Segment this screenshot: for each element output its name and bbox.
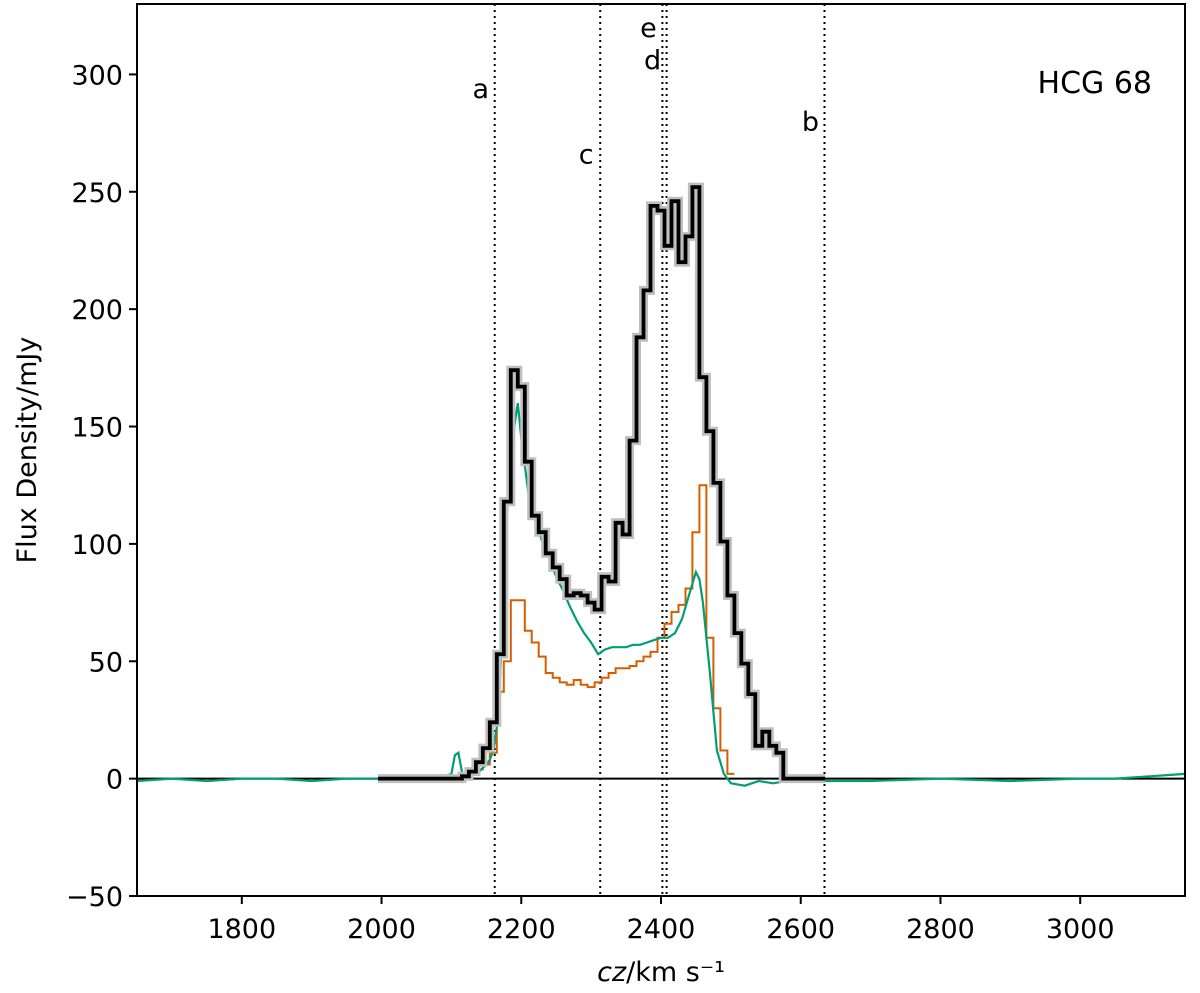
- x-tick-label-2200: 2200: [487, 914, 556, 945]
- x-tick-label-2400: 2400: [627, 914, 696, 945]
- marker-layer: a c ed b: [472, 4, 826, 896]
- y-tick-label--50: −50: [66, 882, 123, 913]
- y-tick-label-50: 50: [89, 647, 123, 678]
- x-tick-label-1800: 1800: [207, 914, 276, 945]
- series-green-line: [136, 402, 1186, 787]
- galaxy-group-label: HCG 68: [1038, 66, 1152, 101]
- y-tick-label-200: 200: [71, 295, 123, 326]
- x-tick-label-3000: 3000: [1046, 914, 1115, 945]
- x-axis-label: cz/km s⁻¹: [597, 957, 725, 988]
- series-orange-step: [468, 484, 735, 775]
- marker-label-e: e: [640, 13, 657, 44]
- marker-label-d: d: [644, 46, 661, 77]
- y-tick-label-250: 250: [71, 178, 123, 209]
- x-tick-label-2600: 2600: [766, 914, 835, 945]
- x-tick-label-2800: 2800: [906, 914, 975, 945]
- y-tick-label-150: 150: [71, 413, 123, 444]
- y-tick-label-0: 0: [106, 765, 123, 796]
- plot-frame: [136, 3, 1186, 897]
- y-tick-label-100: 100: [71, 530, 123, 561]
- marker-label-a: a: [472, 74, 489, 105]
- marker-label-b: b: [802, 107, 819, 138]
- marker-label-c: c: [579, 140, 594, 171]
- y-axis-label: Flux Density/mJy: [12, 337, 43, 564]
- series-total-error-band: [378, 182, 826, 784]
- spectrum-layer: [136, 182, 1186, 787]
- series-total-step: [378, 185, 826, 781]
- axes-layer: 1800 2000 2200 2400 2600 2800 3000 −50 0 50 100 150…: [66, 3, 1186, 945]
- x-tick-label-2000: 2000: [347, 914, 416, 945]
- y-tick-label-300: 300: [71, 60, 123, 91]
